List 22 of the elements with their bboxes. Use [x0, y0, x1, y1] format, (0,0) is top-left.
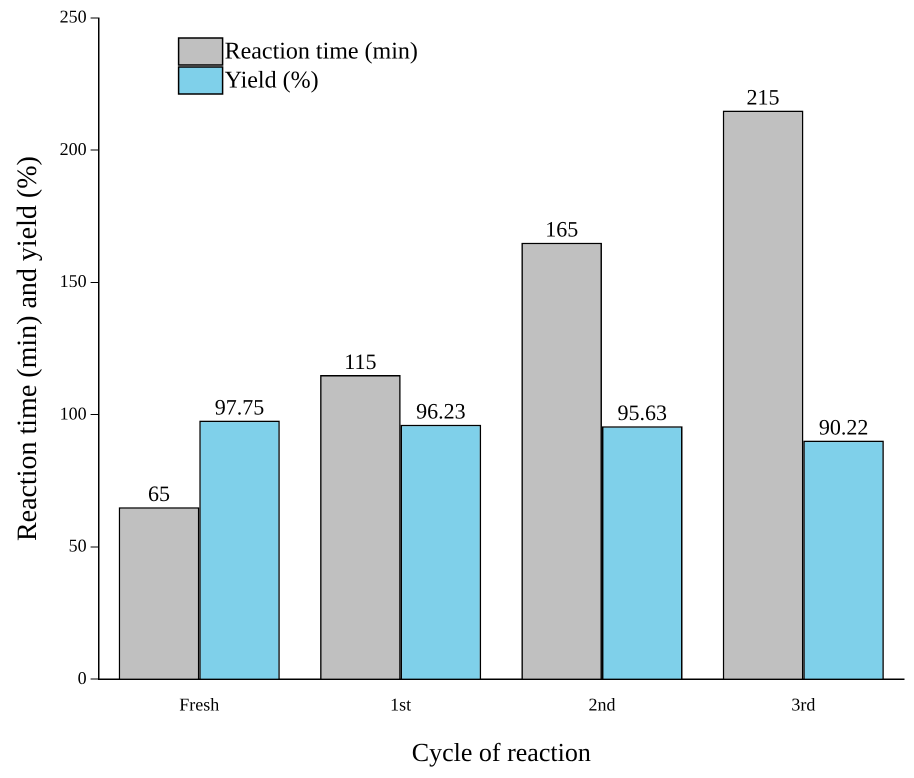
y-tick-label: 250: [60, 6, 87, 27]
x-tick-label: 2nd: [588, 694, 616, 715]
x-axis-title: Cycle of reaction: [412, 738, 591, 768]
legend-label: Yield (%): [224, 67, 319, 94]
y-tick-label: 50: [68, 536, 87, 556]
data-label: 115: [344, 348, 376, 374]
data-label: 165: [545, 216, 578, 242]
data-label: 65: [148, 481, 170, 506]
y-axis-title: Reaction time (min) and yield (%): [12, 156, 44, 542]
data-label: 96.23: [416, 398, 466, 424]
data-label: 90.22: [818, 414, 868, 440]
y-tick-label: 150: [60, 271, 87, 292]
x-tick-label: Fresh: [179, 694, 220, 715]
data-label: 97.75: [214, 394, 264, 420]
x-tick-label: 1st: [390, 694, 412, 715]
data-label: 215: [746, 84, 780, 110]
legend-label: Reaction time (min): [224, 38, 418, 64]
data-label: 95.63: [617, 400, 667, 426]
y-tick-label: 200: [60, 138, 87, 159]
y-tick-label: 100: [60, 403, 87, 424]
y-tick-label: 0: [78, 668, 87, 688]
x-tick-label: 3rd: [791, 694, 816, 715]
